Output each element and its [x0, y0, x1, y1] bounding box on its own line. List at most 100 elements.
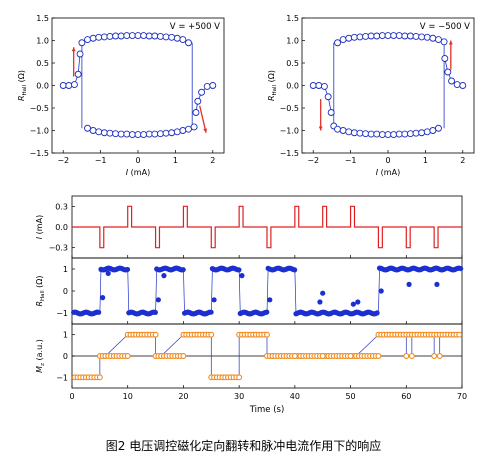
left-tail-line [63, 53, 81, 86]
x-tick-label: 1 [423, 156, 428, 165]
switch-arrow-head [318, 126, 323, 131]
data-point [362, 130, 370, 138]
voltage-annotation: V = +500 V [170, 22, 220, 32]
x-axis-label: I (mA) [376, 168, 400, 177]
data-point [350, 33, 358, 41]
rhall-transition-line [210, 268, 213, 314]
x-tick-label: −1 [95, 156, 107, 165]
data-point [362, 33, 370, 40]
data-point [441, 55, 449, 62]
data-point [429, 34, 437, 42]
data-point [435, 36, 442, 44]
x-tick-label: 0 [69, 392, 74, 401]
mz-dip-line [433, 334, 441, 357]
data-point [390, 32, 398, 39]
x-tick-label: 10 [123, 392, 133, 401]
data-point [89, 127, 97, 134]
x-tick-label: −2 [57, 156, 69, 165]
rhall-point [355, 299, 361, 305]
mz-point [208, 331, 215, 338]
data-point [324, 93, 332, 101]
x-tick-label: 70 [457, 392, 467, 401]
data-point [356, 129, 364, 137]
rhall-point [211, 297, 217, 303]
rhall-point [350, 301, 356, 307]
mz-point [96, 374, 103, 381]
data-point [128, 32, 136, 39]
rhall-transition-line [238, 268, 241, 314]
y-tick-label: −1.5 [30, 149, 49, 158]
y-axis-label: I (mA) [35, 215, 44, 239]
y-tick-label: 0 [63, 352, 68, 361]
figure-caption: 图2 电压调控磁化定向翻转和脉冲电流作用下的响应 [105, 439, 382, 453]
y-tick-label: −0.3 [49, 244, 68, 253]
y-tick-label: −0.5 [30, 104, 49, 113]
data-point [412, 129, 420, 137]
switch-arrow-head [71, 47, 76, 52]
rhall-point [155, 297, 161, 303]
mz-point [236, 374, 243, 381]
data-point [123, 130, 131, 138]
data-point [179, 127, 187, 134]
data-point [106, 33, 114, 40]
x-tick-label: 2 [210, 156, 215, 165]
time-series-plot: −0.3 0.0 0.3 I (mA) −1 0 1 RHall (Ω) −1 0 1 Mz (a.u… [35, 195, 467, 415]
rhall-point [239, 273, 245, 279]
y-axis-label: RHall (Ω) [267, 70, 278, 101]
data-point [395, 32, 403, 39]
data-point [418, 129, 426, 137]
switch-arrow-head [203, 128, 208, 133]
rhall-point [317, 299, 323, 305]
data-point [117, 32, 125, 40]
data-point [65, 82, 73, 89]
figure: −2 −1 0 1 2 −1.5 −1.0 −0.5 0.0 0.5 1.0 1.5 I (mA) RHa… [17, 14, 475, 415]
y-tick-label: 1.5 [286, 14, 299, 23]
mz-point [436, 353, 443, 359]
mz-point [456, 331, 463, 338]
data-point [95, 33, 103, 41]
rhall-point [458, 265, 464, 272]
mz-point [408, 353, 415, 359]
data-point [173, 128, 181, 136]
mz-point [403, 353, 410, 359]
data-point [448, 77, 456, 85]
data-point [78, 39, 86, 47]
x-tick-label: 20 [178, 392, 188, 401]
data-point [168, 33, 176, 41]
x-tick-label: 30 [234, 392, 244, 401]
data-point [134, 32, 142, 39]
data-point [401, 130, 409, 138]
data-point [190, 123, 198, 131]
data-point [315, 82, 323, 89]
data-point [84, 36, 91, 44]
switch-arrow [199, 105, 207, 133]
switch-arrow-head [448, 40, 453, 45]
data-point [151, 32, 159, 40]
y-tick-label: 0.0 [36, 82, 49, 91]
y-tick-label: −1.5 [280, 149, 299, 158]
data-point [320, 82, 328, 90]
data-point [89, 34, 97, 42]
data-point [156, 130, 164, 138]
data-point [112, 130, 120, 138]
data-point [334, 39, 341, 47]
data-point [378, 32, 386, 39]
data-point [401, 32, 409, 40]
rhall-point [406, 281, 412, 287]
data-point [423, 33, 431, 41]
data-point [327, 109, 335, 116]
y-axis-label: RHall (Ω) [17, 70, 28, 101]
y-tick-label: −1 [56, 309, 68, 318]
data-point [95, 128, 103, 136]
data-point [76, 50, 84, 58]
data-point [367, 32, 375, 40]
data-point [70, 81, 78, 89]
data-point [162, 129, 170, 137]
y-tick-label: 1.0 [36, 37, 49, 46]
rhall-point [161, 273, 167, 279]
data-point [412, 33, 420, 40]
data-point [140, 32, 148, 39]
y-tick-label: 1 [63, 265, 68, 274]
data-point [345, 128, 353, 136]
rhall-point [434, 281, 440, 287]
